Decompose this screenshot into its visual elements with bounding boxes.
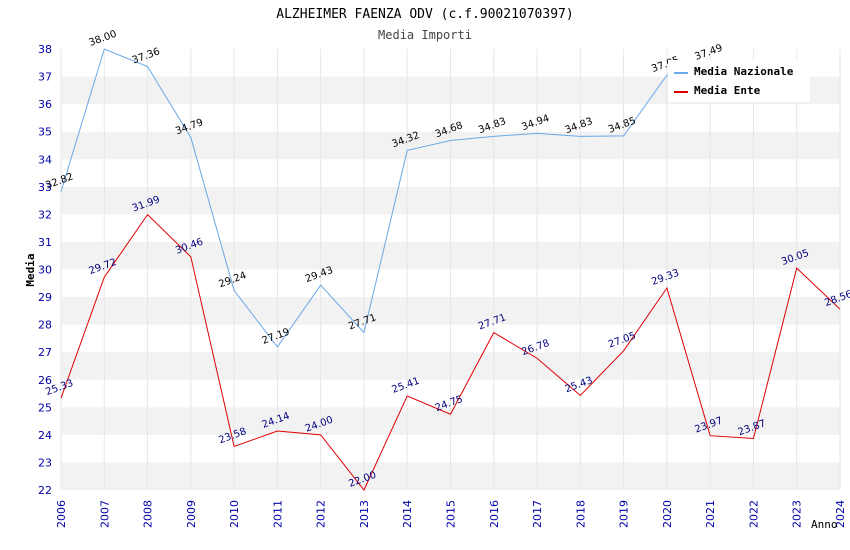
y-axis-ticks: 22 23 24 25 26 27 28 29 30 31 32 33 34 35 36 37 38 xyxy=(38,43,52,497)
chart-subtitle: Media Importi xyxy=(378,28,472,42)
y-tick-label: 24 xyxy=(38,429,52,442)
x-tick-label: 2021 xyxy=(704,500,717,528)
x-axis-ticks: 2006 2007 2008 2009 2010 2011 2012 2013 2014 2015… xyxy=(55,500,847,528)
background-bands xyxy=(60,49,841,490)
y-tick-label: 38 xyxy=(38,43,52,56)
series-line-media-nazionale xyxy=(60,48,711,348)
y-tick-label: 33 xyxy=(38,181,52,194)
x-tick-label: 2020 xyxy=(661,500,674,528)
x-tick-label: 2012 xyxy=(315,500,328,528)
y-tick-label: 31 xyxy=(38,236,52,249)
y-tick-label: 29 xyxy=(38,291,52,304)
x-tick-label: 2022 xyxy=(747,500,760,528)
x-tick-label: 2014 xyxy=(401,500,414,528)
x-tick-label: 2009 xyxy=(185,500,198,528)
x-tick-label: 2017 xyxy=(531,500,544,528)
y-tick-label: 27 xyxy=(38,346,52,359)
x-tick-label: 2015 xyxy=(445,500,458,528)
series-line-media-ente xyxy=(60,213,841,491)
x-tick-label: 2019 xyxy=(618,500,631,528)
y-tick-label: 26 xyxy=(38,374,52,387)
y-tick-label: 32 xyxy=(38,208,52,221)
legend: Media Nazionale Media Ente xyxy=(668,60,810,102)
x-tick-label: 2023 xyxy=(791,500,804,528)
x-tick-label: 2013 xyxy=(358,500,371,528)
y-tick-label: 37 xyxy=(38,71,52,84)
y-tick-label: 23 xyxy=(38,456,52,469)
y-axis-label: Media xyxy=(24,253,37,286)
legend-label-media-nazionale: Media Nazionale xyxy=(694,65,794,78)
y-tick-label: 22 xyxy=(38,484,52,497)
x-tick-label: 2016 xyxy=(488,500,501,528)
x-tick-label: 2024 xyxy=(834,500,847,528)
x-tick-label: 2006 xyxy=(55,500,68,528)
y-tick-label: 34 xyxy=(38,153,52,166)
x-tick-label: 2008 xyxy=(142,500,155,528)
chart-title: ALZHEIMER FAENZA ODV (c.f.90021070397) xyxy=(276,7,573,22)
data-label-media-nazionale: 38.00 xyxy=(88,29,119,49)
x-tick-label: 2007 xyxy=(98,500,111,528)
series-lines xyxy=(60,48,841,491)
x-tick-label: 2011 xyxy=(271,500,284,528)
y-tick-label: 36 xyxy=(38,98,52,111)
x-tick-label: 2018 xyxy=(574,500,587,528)
legend-box xyxy=(668,60,810,102)
y-tick-label: 25 xyxy=(38,401,52,414)
x-tick-label: 2010 xyxy=(228,500,241,528)
legend-label-media-ente: Media Ente xyxy=(694,84,761,97)
y-tick-label: 30 xyxy=(38,264,52,277)
y-tick-label: 35 xyxy=(38,126,52,139)
y-tick-label: 28 xyxy=(38,319,52,332)
x-axis-label: Anno xyxy=(811,518,838,531)
